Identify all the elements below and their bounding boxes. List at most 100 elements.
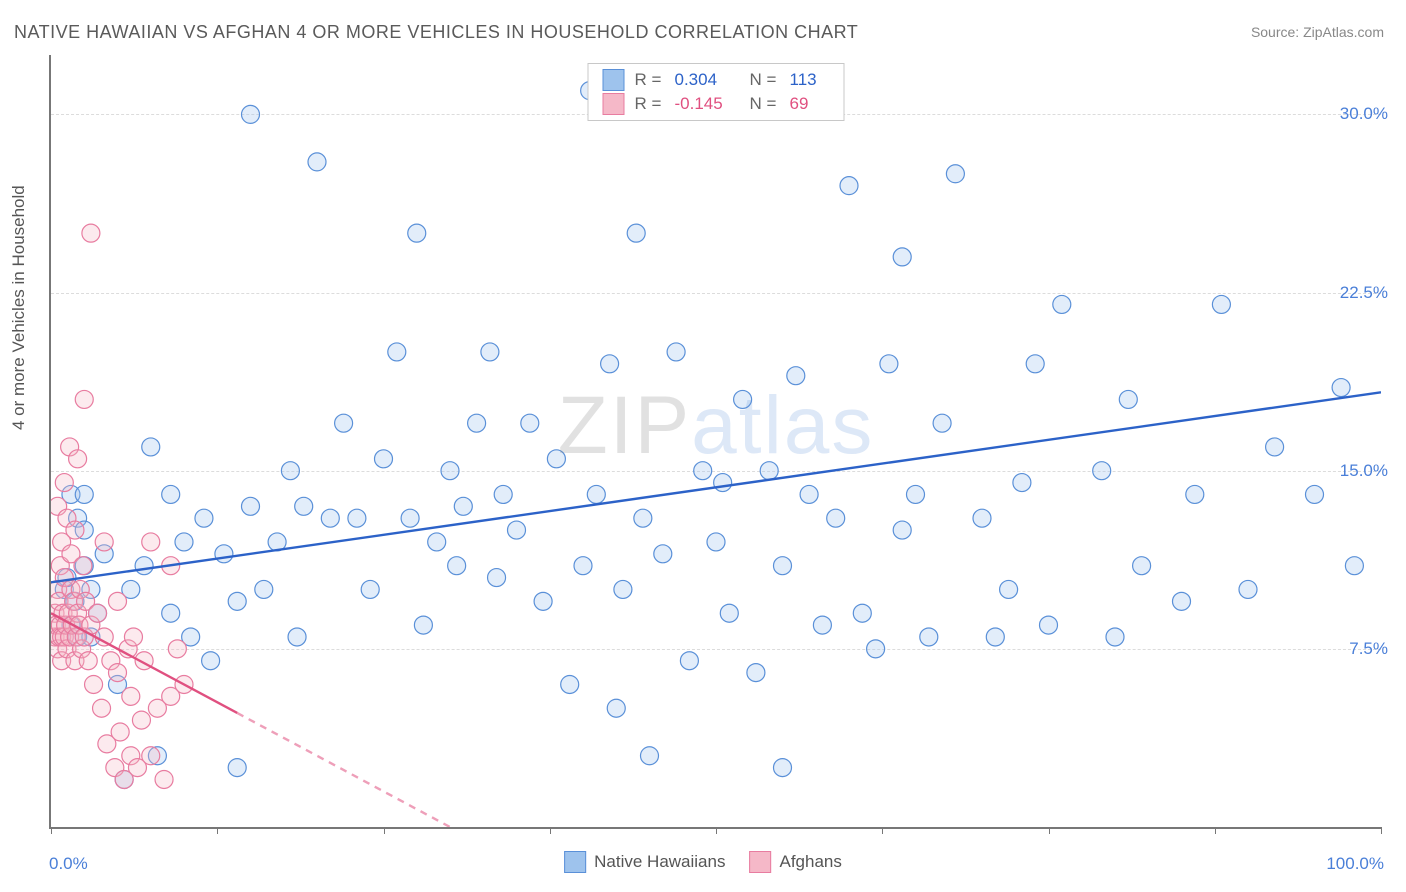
plot-area: ZIPatlas R = 0.304 N = 113 R = -0.145 N …	[49, 55, 1381, 829]
data-point	[142, 533, 160, 551]
data-point	[1026, 355, 1044, 373]
correlation-legend: R = 0.304 N = 113 R = -0.145 N = 69	[588, 63, 845, 121]
x-tick-left: 0.0%	[49, 854, 88, 874]
trend-line	[51, 392, 1381, 582]
data-point	[680, 652, 698, 670]
data-point	[601, 355, 619, 373]
data-point	[401, 509, 419, 527]
data-point	[574, 557, 592, 575]
data-point	[907, 485, 925, 503]
data-point	[800, 485, 818, 503]
data-point	[973, 509, 991, 527]
data-point	[441, 462, 459, 480]
data-point	[175, 533, 193, 551]
data-point	[162, 604, 180, 622]
trend-line-dashed	[237, 713, 450, 827]
data-point	[1332, 379, 1350, 397]
data-point	[760, 462, 778, 480]
series-label-0: Native Hawaiians	[594, 852, 725, 872]
data-point	[228, 759, 246, 777]
data-point	[787, 367, 805, 385]
data-point	[920, 628, 938, 646]
data-point	[228, 592, 246, 610]
chart-title: NATIVE HAWAIIAN VS AFGHAN 4 OR MORE VEHI…	[14, 22, 858, 43]
data-point	[587, 485, 605, 503]
legend-n-value-0: 113	[790, 68, 830, 92]
data-point	[75, 390, 93, 408]
data-point	[408, 224, 426, 242]
data-point	[95, 533, 113, 551]
data-point	[448, 557, 466, 575]
data-point	[281, 462, 299, 480]
data-point	[1266, 438, 1284, 456]
data-point	[720, 604, 738, 622]
data-point	[893, 248, 911, 266]
x-tick-mark	[1215, 827, 1216, 834]
data-point	[1212, 295, 1230, 313]
x-tick-mark	[1049, 827, 1050, 834]
data-point	[534, 592, 552, 610]
data-point	[89, 604, 107, 622]
data-point	[694, 462, 712, 480]
data-point	[734, 390, 752, 408]
data-point	[132, 711, 150, 729]
data-point	[774, 759, 792, 777]
data-point	[1000, 580, 1018, 598]
legend-n-value-1: 69	[790, 92, 830, 116]
data-point	[428, 533, 446, 551]
series-legend-item-1: Afghans	[749, 851, 841, 873]
data-point	[747, 664, 765, 682]
data-point	[627, 224, 645, 242]
data-point	[288, 628, 306, 646]
data-point	[335, 414, 353, 432]
data-point	[55, 474, 73, 492]
data-point	[1186, 485, 1204, 503]
data-point	[122, 687, 140, 705]
data-point	[1093, 462, 1111, 480]
data-point	[321, 509, 339, 527]
series-legend-item-0: Native Hawaiians	[564, 851, 725, 873]
data-point	[74, 557, 92, 575]
data-point	[880, 355, 898, 373]
data-point	[1053, 295, 1071, 313]
data-point	[255, 580, 273, 598]
data-point	[82, 224, 100, 242]
data-point	[155, 770, 173, 788]
legend-r-value-0: 0.304	[675, 68, 740, 92]
data-point	[714, 474, 732, 492]
legend-r-value-1: -0.145	[675, 92, 740, 116]
data-point	[986, 628, 1004, 646]
data-point	[494, 485, 512, 503]
chart-container: NATIVE HAWAIIAN VS AFGHAN 4 OR MORE VEHI…	[0, 0, 1406, 892]
data-point	[454, 497, 472, 515]
data-point	[561, 675, 579, 693]
x-tick-mark	[1381, 827, 1382, 834]
series-legend: Native Hawaiians Afghans	[564, 851, 842, 873]
data-point	[162, 485, 180, 503]
data-point	[79, 652, 97, 670]
data-point	[414, 616, 432, 634]
series-swatch-0	[564, 851, 586, 873]
data-point	[1119, 390, 1137, 408]
data-point	[1345, 557, 1363, 575]
data-point	[242, 497, 260, 515]
data-point	[124, 628, 142, 646]
data-point	[521, 414, 539, 432]
data-point	[388, 343, 406, 361]
data-point	[667, 343, 685, 361]
x-tick-mark	[882, 827, 883, 834]
data-point	[1133, 557, 1151, 575]
data-point	[1106, 628, 1124, 646]
data-point	[827, 509, 845, 527]
data-point	[468, 414, 486, 432]
series-swatch-1	[749, 851, 771, 873]
data-point	[774, 557, 792, 575]
correlation-legend-row-1: R = -0.145 N = 69	[603, 92, 830, 116]
legend-swatch-1	[603, 93, 625, 115]
y-axis-label: 4 or more Vehicles in Household	[9, 185, 29, 430]
legend-n-label: N =	[750, 68, 780, 92]
data-point	[707, 533, 725, 551]
x-tick-mark	[550, 827, 551, 834]
series-label-1: Afghans	[779, 852, 841, 872]
legend-swatch-0	[603, 69, 625, 91]
